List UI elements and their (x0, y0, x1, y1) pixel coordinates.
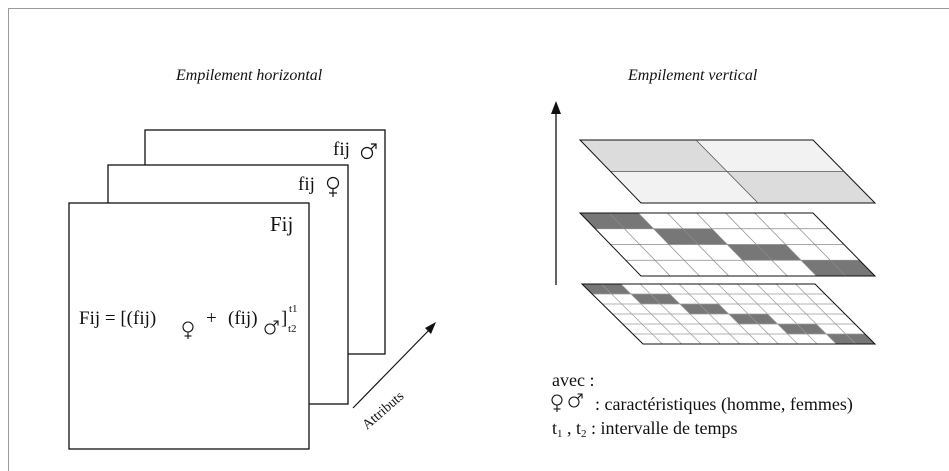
formula-close-bracket: ] (281, 308, 287, 329)
highlighted-cell (777, 324, 807, 334)
highlighted-cell (728, 314, 759, 324)
highlighted-cell (580, 213, 625, 229)
highlighted-cell (582, 284, 612, 294)
male-symbol-icon (360, 143, 377, 160)
time-separator: , (563, 418, 577, 438)
figure-frame (8, 8, 949, 471)
time-sub-2: 2 (581, 428, 587, 440)
layer-top (578, 139, 877, 204)
title-vertical-stacking: Empilement vertical (627, 67, 758, 84)
sheet-back-label: fij (333, 139, 350, 160)
title-horizontal-stacking: Empilement horizontal (175, 67, 323, 84)
formula-superscript: t1 (289, 303, 298, 315)
time-var-2: t (576, 418, 581, 438)
time-sub-1: 1 (557, 428, 563, 440)
female-symbol-icon (326, 176, 340, 197)
highlighted-cell (845, 334, 875, 344)
legend-intro: avec : (552, 370, 594, 390)
highlighted-cell (630, 294, 661, 304)
layer-bottom (580, 283, 877, 345)
sheet-middle-label: fij (298, 174, 315, 195)
male-symbol-icon (568, 393, 583, 408)
highlighted-cell (699, 304, 729, 314)
legend-symbols-description: : caractéristiques (homme, femmes) (595, 394, 853, 415)
legend-time-line: t1 , t2 : intervalle de temps (552, 418, 737, 440)
vertical-axis-arrow (551, 101, 561, 285)
highlighted-cell (748, 314, 778, 324)
male-symbol-icon (264, 320, 279, 335)
time-var-1: t (552, 418, 557, 438)
formula-subscript: t2 (288, 323, 297, 335)
highlighted-cell (682, 228, 728, 245)
highlighted-cell (756, 244, 802, 261)
sheet-front (68, 202, 310, 450)
vertical-stack (551, 101, 877, 345)
layer-middle (578, 212, 877, 277)
highlighted-cell (801, 260, 846, 276)
horizontal-stack: fij fij Fij Fij = [(fij) + (fij) (68, 129, 436, 450)
female-symbol-icon (182, 321, 194, 339)
female-symbol-icon (551, 394, 563, 412)
sheet-front-label: Fij (270, 212, 293, 236)
formula-lhs: Fij = [(fij) (79, 308, 156, 329)
formula-plus: + (206, 308, 217, 329)
highlighted-cell (653, 228, 699, 245)
highlighted-cell (796, 324, 827, 334)
time-description: : intervalle de temps (587, 418, 738, 438)
highlighted-cell (679, 304, 710, 314)
aggregation-formula: Fij = [(fij) + (fij) ] t1 t2 (79, 303, 298, 339)
highlighted-cell (830, 260, 875, 276)
attributes-axis-label: Attributs (360, 389, 407, 433)
highlighted-cell (826, 334, 856, 344)
legend: avec : : caractéristiques (homme, femmes… (551, 370, 853, 440)
highlighted-cell (609, 213, 654, 229)
highlighted-cell (650, 294, 680, 304)
highlighted-cell (601, 284, 631, 294)
highlighted-cell (727, 244, 772, 261)
formula-term2: (fij) (228, 308, 258, 329)
